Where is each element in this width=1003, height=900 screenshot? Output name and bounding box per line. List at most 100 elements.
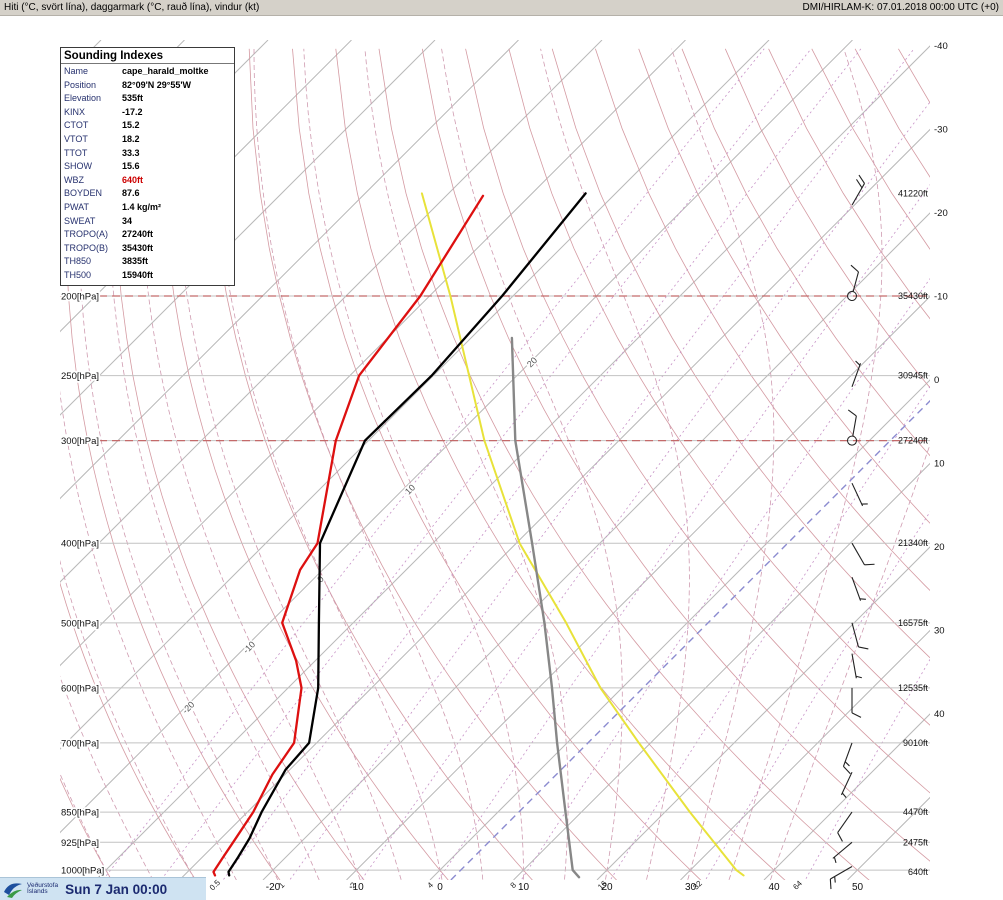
svg-text:64: 64 [791,879,804,892]
svg-text:1000[hPa]: 1000[hPa] [61,866,104,877]
index-row: BOYDEN 87.6 [61,187,234,201]
footer-datetime: Sun 7 Jan 00:00 [65,881,168,897]
svg-text:250[hPa]: 250[hPa] [61,371,99,382]
index-value: 82°09'N 29°55'W [122,79,192,90]
svg-text:-20: -20 [934,208,948,219]
index-label: TTOT [64,147,88,158]
svg-text:-30: -30 [934,125,948,136]
svg-text:200[hPa]: 200[hPa] [61,292,99,303]
met-office-name-line2: Íslands [27,888,48,895]
index-label: TH500 [64,269,92,280]
wind-barb [829,866,853,890]
svg-text:20: 20 [525,355,539,369]
index-value: 87.6 [122,188,140,199]
index-label: Position [64,79,97,90]
index-label: WBZ [64,174,84,185]
wind-barb [832,841,853,864]
svg-text:-10: -10 [349,882,364,893]
svg-text:600[hPa]: 600[hPa] [61,683,99,694]
tropopause-lines [60,295,930,442]
svg-text:21340ft: 21340ft [898,538,929,548]
index-row: TTOT 33.3 [61,147,234,161]
index-value: -17.2 [122,106,143,117]
index-value: 15.6 [122,161,140,172]
top-bar: Hiti (°C, svört lína), daggarmark (°C, r… [0,0,1003,16]
svg-text:640ft: 640ft [908,867,929,877]
svg-text:12535ft: 12535ft [898,683,929,693]
index-row: TROPO(A) 27240ft [61,228,234,242]
svg-text:400[hPa]: 400[hPa] [61,539,99,550]
index-value: 535ft [122,93,144,104]
index-value: 33.3 [122,147,140,158]
index-value: 27240ft [122,229,154,240]
index-row: Name cape_harald_moltke [61,65,234,79]
met-office-name-line1: Veðurstofa [27,881,59,889]
footer-bar: Veðurstofa Íslands Sun 7 Jan 00:00 [0,877,206,900]
blue-dashed-reference-line [450,399,930,880]
svg-text:-20: -20 [266,882,281,893]
svg-text:-40: -40 [934,41,948,52]
legend-text: Hiti (°C, svört lína), daggarmark (°C, r… [4,2,260,13]
gray-reference-curve [510,336,581,879]
index-row: TROPO(B) 35430ft [61,242,234,256]
svg-text:0: 0 [437,882,443,893]
sounding-indexes-title: Sounding Indexes [61,48,234,64]
index-row: CTOT 15.2 [61,119,234,133]
svg-text:40: 40 [934,709,945,720]
svg-text:700[hPa]: 700[hPa] [61,738,99,749]
index-label: TROPO(A) [64,229,108,240]
index-row: WBZ 640ft [61,174,234,188]
svg-text:40: 40 [768,882,780,893]
svg-text:-10: -10 [934,292,948,303]
index-label: PWAT [64,201,89,212]
svg-text:4: 4 [426,880,436,890]
index-label: TH850 [64,256,92,267]
index-row: VTOT 18.2 [61,133,234,147]
temperature-curve [227,192,587,877]
wind-barb [851,577,866,601]
svg-text:4470ft: 4470ft [903,807,929,817]
svg-text:30: 30 [685,882,697,893]
index-value: 3835ft [122,256,149,267]
index-label: BOYDEN [64,188,103,199]
svg-text:10: 10 [518,882,530,893]
index-value: cape_harald_moltke [122,66,209,76]
index-row: Elevation 535ft [61,92,234,106]
index-label: TROPO(B) [64,242,108,253]
index-value: 15.2 [122,120,140,131]
svg-text:16575ft: 16575ft [898,618,929,628]
wind-barbs [829,174,875,890]
index-value: 1.4 kg/m² [122,201,162,212]
index-row: KINX -17.2 [61,106,234,120]
index-label: SHOW [64,161,92,172]
svg-text:10: 10 [403,482,417,496]
wind-barb [840,771,853,798]
axis-labels: 200[hPa] 250[hPa] 300[hPa] 400[hPa] 500[hPa]… [59,41,948,893]
index-label: KINX [64,106,86,117]
svg-text:850[hPa]: 850[hPa] [61,808,99,819]
index-label: VTOT [64,133,88,144]
svg-text:35430ft: 35430ft [898,291,929,301]
svg-text:0.5: 0.5 [208,878,223,893]
svg-text:30945ft: 30945ft [898,371,929,381]
svg-text:20: 20 [934,542,945,553]
yellow-reference-curve [420,192,745,877]
index-value: 640ft [122,174,144,185]
wind-barb [851,174,865,206]
wind-barb [842,742,853,775]
wind-barb [847,264,860,301]
index-label: CTOT [64,120,89,131]
svg-text:500[hPa]: 500[hPa] [61,618,99,629]
index-value: 18.2 [122,133,140,144]
svg-text:8: 8 [509,880,519,890]
index-label: Elevation [64,93,102,104]
svg-text:27240ft: 27240ft [898,436,929,446]
index-label: SWEAT [64,215,96,226]
svg-text:1: 1 [277,880,287,890]
index-row: Position 82°09'N 29°55'W [61,79,234,93]
index-row: PWAT 1.4 kg/m² [61,201,234,215]
svg-text:30: 30 [934,626,945,637]
